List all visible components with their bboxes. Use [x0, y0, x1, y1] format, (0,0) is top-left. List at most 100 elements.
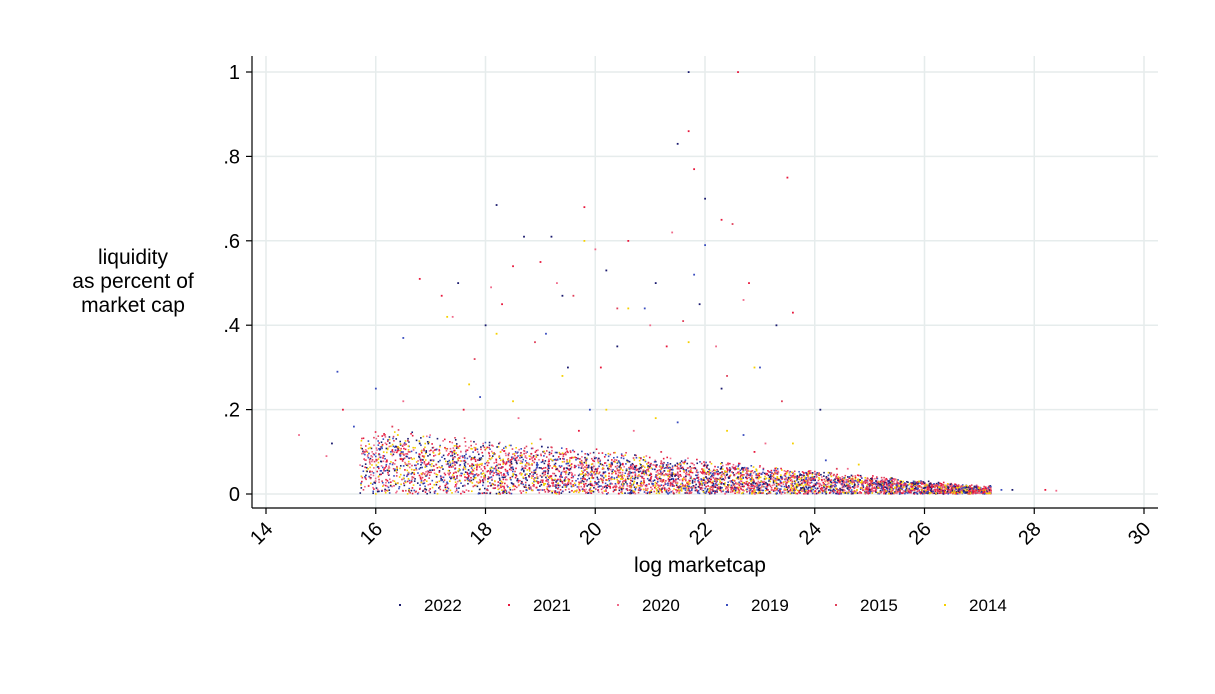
- data-point: [502, 476, 505, 479]
- data-point: [618, 492, 620, 495]
- data-point: [499, 493, 501, 495]
- data-point: [727, 462, 729, 465]
- data-point: [384, 491, 387, 494]
- data-point: [834, 479, 836, 482]
- data-point: [360, 475, 363, 478]
- data-point: [482, 484, 484, 487]
- data-point: [468, 475, 470, 477]
- data-point: [692, 485, 695, 487]
- data-point: [587, 483, 590, 486]
- data-point: [457, 457, 460, 459]
- data-point: [458, 468, 461, 470]
- data-point: [404, 448, 407, 451]
- data-point: [702, 469, 705, 472]
- data-point: [549, 485, 552, 487]
- data-point: [557, 484, 560, 487]
- data-point: [667, 489, 670, 492]
- data-point: [587, 492, 589, 494]
- data-point: [752, 479, 755, 482]
- data-point: [750, 475, 752, 477]
- data-point: [415, 468, 418, 471]
- data-point: [902, 492, 904, 495]
- data-point: [548, 476, 550, 479]
- data-point: [492, 452, 494, 455]
- data-point: [519, 457, 521, 459]
- data-point: [499, 479, 501, 481]
- data-point: [678, 492, 680, 494]
- data-point: [421, 476, 424, 479]
- data-point: [621, 486, 623, 489]
- data-point: [752, 482, 754, 485]
- data-point: [442, 489, 445, 492]
- data-point: [969, 492, 972, 495]
- data-point: [919, 485, 921, 487]
- data-point: [936, 490, 939, 493]
- data-point: [827, 489, 830, 491]
- data-point: [705, 485, 707, 488]
- data-point: [902, 490, 905, 492]
- data-point: [620, 476, 623, 479]
- data-point: [835, 475, 837, 478]
- data-point: [597, 467, 599, 470]
- data-point: [808, 486, 810, 489]
- data-point: [600, 477, 602, 480]
- data-point: [730, 488, 733, 491]
- data-point: [478, 459, 481, 461]
- data-point: [388, 442, 391, 444]
- data-point: [806, 480, 809, 482]
- data-point: [535, 467, 538, 469]
- data-point: [883, 485, 885, 487]
- data-point: [656, 477, 658, 479]
- data-point: [480, 472, 483, 475]
- data-point: [759, 484, 761, 486]
- data-point: [826, 483, 829, 486]
- data-point: [882, 480, 885, 483]
- data-point: [398, 476, 401, 478]
- data-point: [502, 463, 505, 465]
- data-point: [668, 470, 671, 473]
- data-point: [433, 465, 435, 467]
- data-point: [787, 480, 790, 483]
- data-point: [762, 489, 765, 492]
- data-point: [540, 461, 543, 464]
- data-point: [630, 476, 632, 479]
- data-point: [660, 461, 663, 464]
- data-point: [484, 448, 486, 451]
- data-point: [889, 484, 892, 486]
- data-point: [930, 489, 932, 491]
- data-point: [806, 473, 808, 476]
- data-point: [614, 485, 616, 488]
- data-point: [623, 483, 625, 485]
- data-point: [605, 485, 608, 487]
- data-point: [619, 463, 622, 465]
- data-point: [451, 462, 454, 465]
- data-point: [768, 484, 770, 486]
- data-point: [552, 485, 554, 487]
- data-point: [785, 486, 788, 488]
- data-point: [866, 482, 869, 485]
- data-point: [742, 481, 744, 484]
- data-point: [506, 470, 509, 472]
- data-point: [702, 490, 705, 493]
- data-point: [843, 483, 846, 486]
- data-point: [418, 453, 421, 455]
- data-point: [838, 481, 841, 484]
- data-point: [648, 456, 651, 459]
- data-point: [597, 478, 600, 481]
- data-point: [561, 461, 564, 463]
- data-point: [442, 440, 444, 442]
- data-point: [935, 492, 937, 495]
- data-point: [605, 486, 608, 489]
- data-point: [626, 489, 629, 492]
- data-point: [408, 487, 411, 490]
- data-point: [543, 455, 545, 457]
- data-point: [706, 482, 709, 484]
- data-point: [971, 492, 974, 495]
- data-point: [933, 489, 936, 492]
- data-point: [719, 480, 722, 483]
- data-point: [581, 470, 583, 472]
- data-point: [765, 488, 768, 490]
- data-point: [737, 471, 739, 474]
- data-point: [611, 470, 613, 473]
- data-point: [365, 466, 368, 469]
